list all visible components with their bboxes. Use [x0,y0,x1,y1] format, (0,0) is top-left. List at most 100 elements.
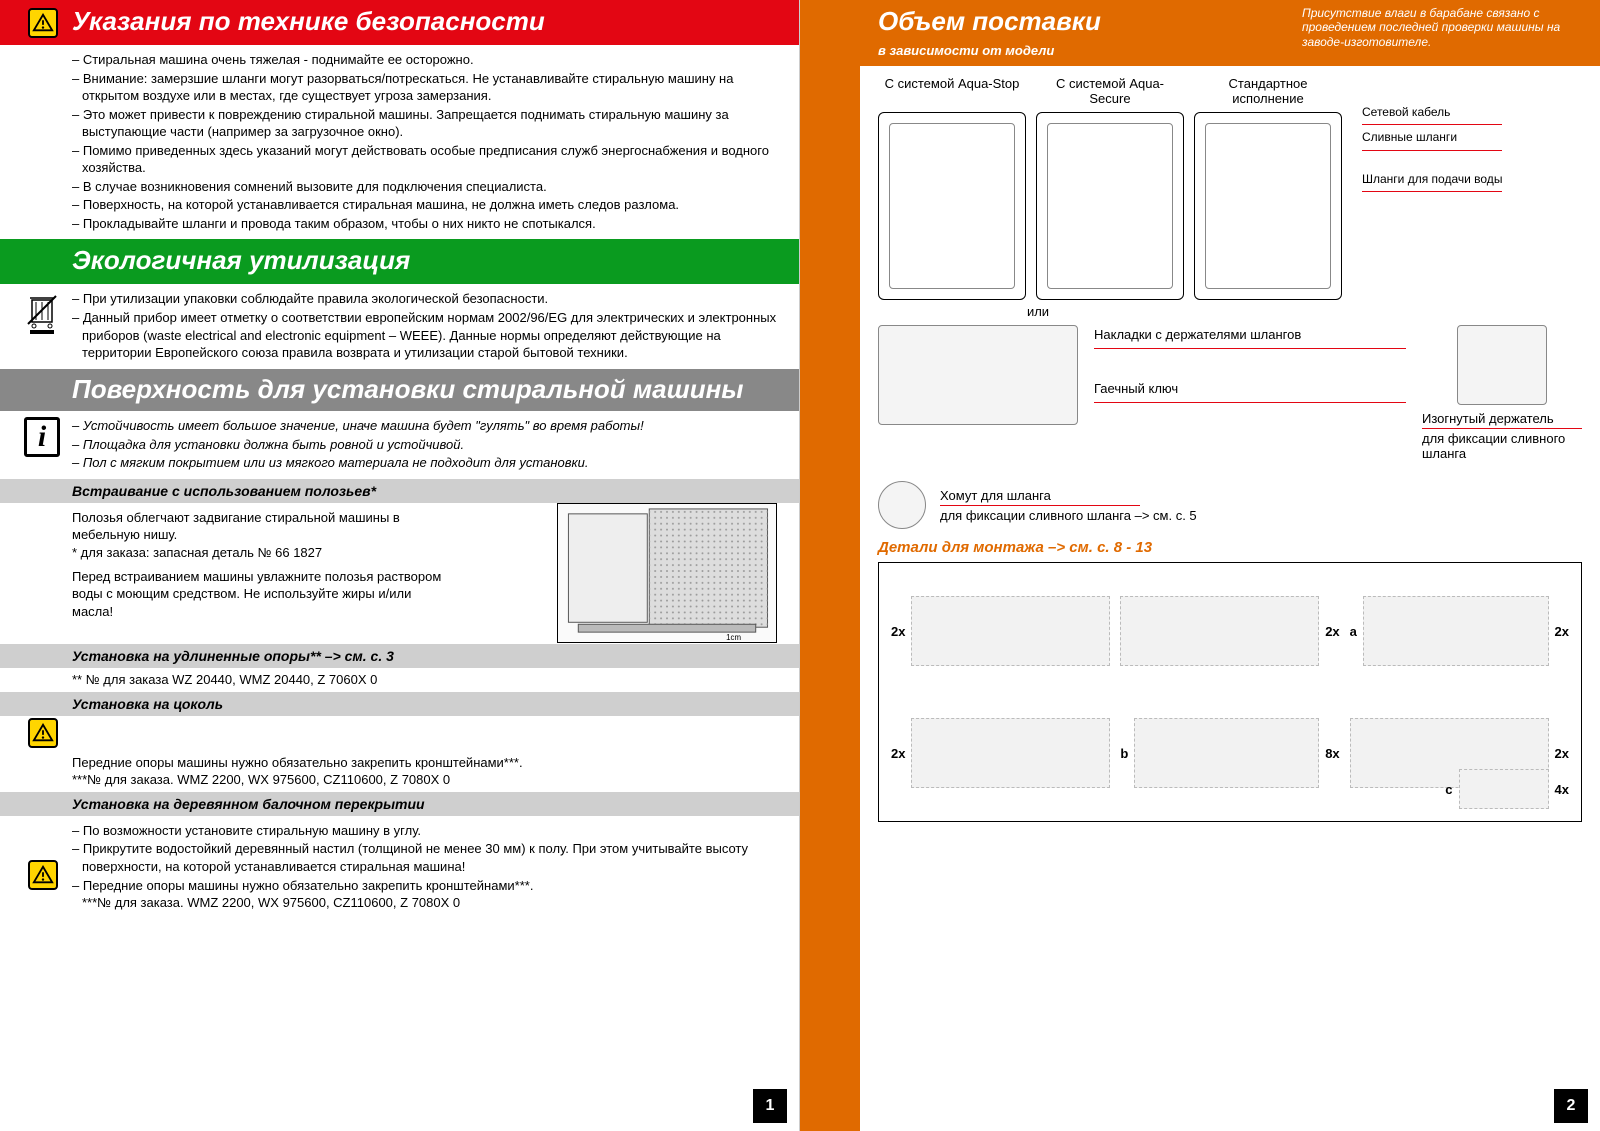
red-leader-line [1362,150,1502,151]
surface-heading: Поверхность для установки стиральной маш… [0,369,799,412]
red-leader-line [1422,428,1582,429]
safety-heading: Указания по технике безопасности [0,0,799,45]
weee-icon [24,290,60,339]
label-c: c [1445,782,1452,797]
part-label: для фиксации сливного шланга [1422,431,1582,461]
surface-intro-item: Площадка для установки должна быть ровно… [72,436,779,454]
cable-label: Сливные шланги [1362,127,1502,147]
sub3-heading: Установка на цоколь [0,692,799,716]
svg-text:1cm: 1cm [726,633,741,642]
sub4-heading: Установка на деревянном балочном перекры… [0,792,799,816]
parts-illustration [878,325,1078,425]
label-b: b [1120,746,1128,761]
sub4-item: Прикрутите водостойкий деревянный настил… [72,840,779,875]
washer-back-illustration [1194,112,1342,300]
sub4-body: По возможности установите стиральную маш… [0,816,799,919]
supply-area: С системой Aqua-Stop С системой Aqua-Sec… [860,66,1600,828]
qty: 2x [1325,624,1339,639]
variant-aquasecure: С системой Aqua-Secure [1036,76,1184,300]
sub1-body: Полозья облегчают задвигание стиральной … [0,503,799,626]
mount-item: 2x [891,697,1110,809]
safety-item: Поверхность, на которой устанавливается … [72,196,779,214]
surface-intro-item: Пол с мягким покрытием или из мягкого ма… [72,454,779,472]
eco-item: Данный прибор имеет отметку о соответств… [72,309,779,362]
eco-item: При утилизации упаковки соблюдайте прави… [72,290,779,308]
part-shape [911,718,1110,788]
page-2: Объем поставки в зависимости от модели П… [800,0,1600,1131]
orange-side-strip [800,0,860,1131]
variant-aquastop: С системой Aqua-Stop [878,76,1026,300]
bracket-illustration [1457,325,1547,405]
clamp-illustration [878,481,926,529]
sub1-line: * для заказа: запасная деталь № 66 1827 [72,544,452,562]
warning-icon [28,860,58,890]
safety-item: Стиральная машина очень тяжелая - подним… [72,51,779,69]
mount-parts-box: 2x 2x a 2x 2x b 8x 2x c 4x [878,562,1582,822]
safety-body: Стиральная машина очень тяжелая - подним… [0,45,799,239]
part-shape [1459,769,1549,809]
mount-item: b 8x [1120,697,1339,809]
mount-item: 2x [1120,575,1339,687]
warning-icon [28,718,58,748]
qty: 2x [891,746,905,761]
variant-row: С системой Aqua-Stop С системой Aqua-Sec… [878,76,1582,300]
safety-item: Это может привести к повреждению стираль… [72,106,779,141]
qty: 2x [1555,624,1569,639]
surface-intro: i Устойчивость имеет большое значение, и… [0,411,799,479]
rails-illustration: 1cm [557,503,777,643]
sub1-heading: Встраивание с использованием полозьев* [0,479,799,503]
sub3-text: Передние опоры машины нужно обязательно … [72,755,523,788]
part-shape [1120,596,1319,666]
info-icon: i [24,417,60,457]
sub2-body: ** № для заказа WZ 20440, WMZ 20440, Z 7… [0,668,799,692]
qty: 2x [891,624,905,639]
variant-label: С системой Aqua-Secure [1036,76,1184,108]
scope-subtitle: в зависимости от модели [878,43,1101,58]
qty: 4x [1555,782,1569,797]
page-number: 1 [753,1089,787,1123]
surface-title: Поверхность для установки стиральной маш… [72,375,744,404]
safety-item: Внимание: замерзшие шланги могут разорва… [72,70,779,105]
cable-label: Шланги для подачи воды [1362,169,1502,189]
qty: 2x [1555,746,1569,761]
safety-title: Указания по технике безопасности [72,6,545,37]
red-leader-line [1362,124,1502,125]
part-shape [911,596,1110,666]
washer-back-illustration [878,112,1026,300]
or-label: или [1018,304,1058,319]
clamp-note: для фиксации сливного шланга –> см. с. 5 [940,508,1197,523]
label-a: a [1350,624,1357,639]
part-label: Накладки с держателями шлангов [1094,325,1406,346]
sub1-line: Перед встраиванием машины увлажните поло… [72,568,452,621]
eco-body: При утилизации упаковки соблюдайте прави… [0,284,799,368]
surface-intro-item: Устойчивость имеет большое значение, ина… [72,417,779,435]
part-label: Гаечный ключ [1094,379,1406,400]
part-label: Изогнутый держатель [1422,411,1582,426]
washer-back-illustration [1036,112,1184,300]
mount-item: c 4x [1445,769,1569,809]
mount-item: a 2x [1350,575,1569,687]
page-number: 2 [1554,1089,1588,1123]
mount-item: 2x [891,575,1110,687]
sub3-body: Передние опоры машины нужно обязательно … [0,716,799,792]
safety-item: Прокладывайте шланги и провода таким обр… [72,215,779,233]
safety-item: Помимо приведенных здесь указаний могут … [72,142,779,177]
part-shape [1363,596,1549,666]
eco-heading: Экологичная утилизация [0,239,799,284]
safety-item: В случае возникновения сомнений вызовите… [72,178,779,196]
sub4-item: По возможности установите стиральную маш… [72,822,779,840]
qty: 8x [1325,746,1339,761]
eco-title: Экологичная утилизация [72,245,410,276]
red-leader-line [1094,402,1406,403]
part-shape [1134,718,1319,788]
variant-standard: Стандартное исполнение [1194,76,1342,300]
scope-title: Объем поставки [878,6,1101,37]
variant-label: Стандартное исполнение [1194,76,1342,108]
scope-note: Присутствие влаги в барабане связано с п… [1302,6,1582,49]
sub4-item: Передние опоры машины нужно обязательно … [72,877,779,912]
mount-heading: Детали для монтажа –> см. с. 8 - 13 [878,539,1582,556]
red-leader-line [940,505,1140,506]
variant-label: С системой Aqua-Stop [878,76,1026,108]
cable-labels: Сетевой кабель Сливные шланги Шланги для… [1362,102,1502,194]
scope-heading: Объем поставки в зависимости от модели П… [860,0,1600,66]
